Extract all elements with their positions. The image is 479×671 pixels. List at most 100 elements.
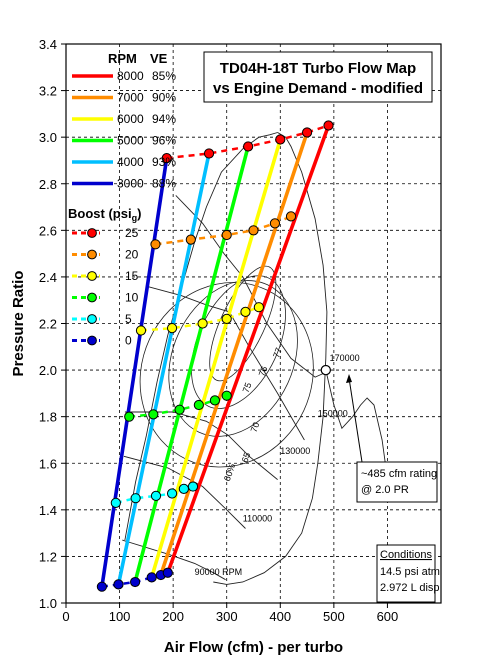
chart-title-line: TD04H-18T Turbo Flow Map <box>220 60 416 77</box>
boost-point <box>221 313 232 324</box>
y-tick-label: 3.0 <box>39 130 57 145</box>
y-tick-label: 3.4 <box>39 37 57 52</box>
boost-point <box>148 409 159 420</box>
map-choke-tail <box>325 369 389 487</box>
speed-line <box>123 455 246 529</box>
boost-point <box>110 497 121 508</box>
ve-legend-label: 88% <box>152 177 176 191</box>
x-tick-label: 100 <box>109 609 131 624</box>
rating-annotation-line: ~485 cfm rating <box>361 468 437 480</box>
rating-box <box>356 461 438 503</box>
efficiency-label: 70 <box>249 421 262 434</box>
rpm-line <box>133 146 250 583</box>
y-tick-label: 2.8 <box>39 177 57 192</box>
boost-point <box>166 488 178 499</box>
boost-point <box>185 234 196 245</box>
conditions-box <box>376 544 436 603</box>
boost-point <box>269 218 281 229</box>
boost-point <box>203 148 215 159</box>
ve-legend-label: 96% <box>152 134 176 148</box>
rpm-line <box>116 153 211 585</box>
x-tick-label: 300 <box>216 609 238 624</box>
efficiency-island <box>168 280 298 437</box>
boost-legend-marker <box>87 314 97 324</box>
y-tick-label: 2.4 <box>39 270 57 285</box>
rpm-line <box>149 138 283 578</box>
boost-points <box>96 120 334 592</box>
efficiency-label: 77 <box>271 346 284 359</box>
boost-point <box>275 134 286 145</box>
boost-point <box>193 399 204 411</box>
boost-point <box>124 411 135 422</box>
rpm-line <box>100 157 169 587</box>
efficiency-label: 75 <box>241 381 254 394</box>
ve-legend-header: VE <box>150 51 168 66</box>
y-tick-label: 1.2 <box>39 549 57 564</box>
boost-point <box>150 239 161 250</box>
boost-legend-subscript: g <box>132 213 138 223</box>
y-tick-label: 1.8 <box>39 410 57 425</box>
boost-point <box>113 579 124 590</box>
rpm-legend-label: 8000 <box>117 69 144 83</box>
rpm-line <box>159 131 309 576</box>
boost-point <box>240 306 251 317</box>
boost-point <box>187 481 199 492</box>
boost-legend-marker <box>87 249 97 260</box>
boost-point <box>162 567 173 578</box>
boost-legend-label: 0 <box>125 334 132 348</box>
boost-point <box>174 404 185 415</box>
x-tick-label: 200 <box>162 609 184 624</box>
rpm-legend-label: 7000 <box>117 91 144 105</box>
rating-arrow-head <box>346 374 352 383</box>
boost-legend-label: 15 <box>125 269 139 283</box>
ve-legend-label: 94% <box>152 112 176 126</box>
y-tick-label: 1.4 <box>39 503 57 518</box>
boost-legend-label: 5 <box>125 312 132 326</box>
efficiency-label: 76 <box>257 365 270 378</box>
boost-legend-close: ) <box>137 206 141 221</box>
efficiency-island <box>209 265 277 382</box>
ve-legend-label: 85% <box>152 69 176 83</box>
boost-point <box>243 141 254 152</box>
boost-point <box>323 120 334 131</box>
boost-point <box>221 229 232 241</box>
boost-point <box>146 572 157 583</box>
title-box <box>203 51 433 103</box>
y-tick-label: 2.2 <box>39 317 57 332</box>
boost-point <box>178 483 189 494</box>
boost-legend-title: Boost (psig) <box>68 206 141 223</box>
y-tick-label: 1.6 <box>39 456 57 471</box>
compressor-map: 777675706560%170000150000130000110000900… <box>122 132 389 585</box>
speed-line-label: 130000 <box>280 446 310 456</box>
boost-line <box>140 306 260 332</box>
x-tick-label: 500 <box>323 609 345 624</box>
boost-point <box>161 153 172 164</box>
rating-arrow-line <box>348 377 363 463</box>
y-tick-label: 3.2 <box>39 84 57 99</box>
boost-point <box>221 390 232 401</box>
speed-line-label: 90000 RPM <box>195 567 243 577</box>
boost-point <box>285 211 297 222</box>
chart-title-line: vs Engine Demand - modified <box>213 80 423 97</box>
boost-legend-label: 10 <box>125 291 139 305</box>
speed-line-label: 150000 <box>318 409 348 419</box>
rating-point <box>320 364 332 376</box>
boost-legend-label: 25 <box>125 226 139 240</box>
boost-point <box>248 225 259 236</box>
y-tick-label: 2.6 <box>39 223 57 238</box>
boost-point <box>166 323 178 334</box>
y-axis-label: Pressure Ratio <box>10 271 27 377</box>
rpm-legend-header: RPM <box>108 51 137 66</box>
speed-line <box>175 195 326 378</box>
rpm-legend-label: 4000 <box>117 155 144 169</box>
rpm-legend-label: 5000 <box>117 134 144 148</box>
ve-legend-label: 93% <box>152 155 176 169</box>
boost-legend-marker <box>87 228 97 238</box>
boost-legend-marker <box>87 271 97 281</box>
boost-point <box>301 127 313 138</box>
conditions-line: 2.972 L disp <box>380 582 440 594</box>
rating-annotation-line: @ 2.0 PR <box>361 484 409 496</box>
boost-legend-label: 20 <box>125 248 139 262</box>
ve-legend-label: 90% <box>152 91 176 105</box>
